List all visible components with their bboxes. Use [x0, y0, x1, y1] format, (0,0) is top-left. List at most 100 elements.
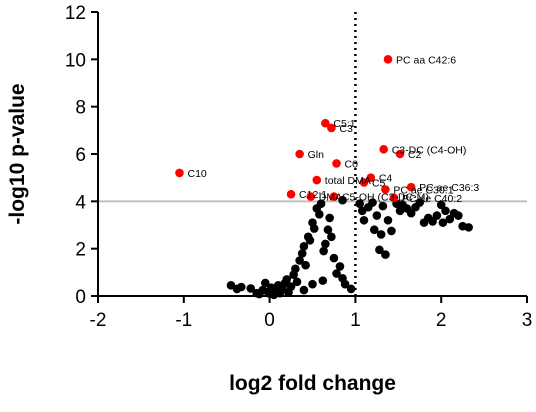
point-label: C5 — [372, 177, 386, 189]
point-label: C10 — [188, 168, 207, 180]
point-label: C12:1 — [299, 189, 327, 201]
data-point — [308, 279, 317, 289]
data-point — [319, 246, 328, 256]
x-axis-label: log2 fold change — [229, 372, 396, 395]
data-point — [432, 211, 442, 220]
point-label: Gln — [308, 149, 325, 161]
data-point — [282, 275, 292, 284]
data-point — [369, 225, 379, 235]
data-point — [286, 282, 296, 291]
data-point — [335, 262, 345, 271]
y-tick-label: 6 — [75, 145, 86, 166]
data-point — [318, 276, 328, 285]
x-tick-label: 0 — [264, 310, 275, 331]
data-point — [378, 201, 388, 211]
data-point — [325, 213, 334, 223]
data-point — [309, 224, 319, 233]
data-point — [383, 215, 393, 225]
y-tick-label: 8 — [75, 98, 86, 119]
data-point — [301, 260, 310, 270]
significant-point — [286, 189, 296, 199]
data-point — [454, 211, 463, 220]
y-tick-label: 12 — [65, 3, 86, 24]
data-point — [321, 239, 330, 249]
data-point — [372, 211, 382, 220]
x-tick-label: 1 — [350, 310, 361, 331]
data-point — [292, 277, 302, 287]
data-point — [436, 200, 446, 210]
data-point — [381, 250, 390, 259]
data-point — [428, 217, 437, 226]
significant-point — [321, 118, 330, 128]
data-point — [327, 232, 336, 242]
point-label: C3 — [339, 123, 353, 135]
significant-point — [381, 185, 390, 194]
point-label: PC ae C40:2 — [402, 193, 462, 205]
y-tick-label: 10 — [65, 50, 86, 71]
significant-point — [379, 144, 389, 154]
data-point — [415, 198, 425, 207]
data-point — [316, 199, 326, 208]
x-tick-label: 2 — [436, 310, 447, 331]
data-point — [295, 256, 304, 265]
data-point — [332, 269, 341, 278]
data-point — [368, 198, 377, 207]
point-label: C0 — [345, 158, 359, 170]
point-label: DMA — [319, 192, 342, 204]
data-point — [387, 226, 396, 236]
significant-point — [327, 123, 336, 133]
significant-point — [332, 159, 341, 168]
point-label: C4 — [379, 173, 393, 185]
point-label: C2 — [408, 149, 422, 161]
point-label: PC ae C30:1 — [393, 185, 453, 197]
data-point — [438, 218, 448, 227]
significant-point — [312, 175, 322, 185]
significant-point — [395, 149, 405, 159]
data-point — [376, 230, 386, 239]
data-point — [338, 195, 347, 205]
point-label: C3-DC (C4-OH) — [392, 144, 467, 156]
significant-point — [175, 168, 184, 178]
data-point — [323, 225, 333, 235]
significant-point — [329, 192, 339, 201]
y-tick-label: 2 — [75, 240, 86, 261]
data-point — [305, 236, 315, 245]
data-points — [175, 55, 473, 300]
data-point — [315, 210, 324, 219]
data-point — [297, 249, 307, 258]
data-point — [236, 282, 246, 292]
point-label: C5-OH (C3-DC-M) — [342, 192, 429, 204]
data-point — [441, 206, 450, 216]
point-label: total DMA — [325, 175, 371, 187]
data-point — [346, 284, 356, 294]
significant-point — [406, 182, 416, 192]
point-label: PC ae C36:3 — [419, 182, 479, 194]
significant-point — [295, 149, 304, 159]
data-point — [464, 223, 473, 232]
x-tick-label: 3 — [522, 310, 533, 331]
point-label: C5:1 — [333, 118, 355, 130]
significant-point — [383, 55, 393, 64]
x-tick-label: -2 — [90, 310, 107, 331]
data-point — [329, 253, 339, 263]
point-label: PC aa C42:6 — [396, 54, 456, 66]
y-axis-label: -log10 p-value — [6, 83, 29, 224]
data-point — [406, 208, 416, 218]
data-point — [261, 278, 270, 288]
point-labels: PC aa C42:6 C5:1C3 C3-DC (C4-OH)C2 Gln C0 C10… — [188, 54, 480, 204]
data-point — [299, 242, 309, 251]
data-point — [359, 215, 369, 225]
data-point — [355, 199, 364, 208]
significant-point — [306, 192, 316, 201]
significant-point — [359, 178, 369, 187]
x-tick-label: -1 — [175, 310, 192, 331]
data-point — [299, 285, 309, 295]
significant-point — [389, 193, 399, 203]
data-point — [375, 245, 384, 255]
y-tick-label: 4 — [75, 192, 86, 213]
significant-point — [366, 173, 376, 182]
data-point — [445, 214, 455, 224]
data-point — [246, 284, 256, 293]
